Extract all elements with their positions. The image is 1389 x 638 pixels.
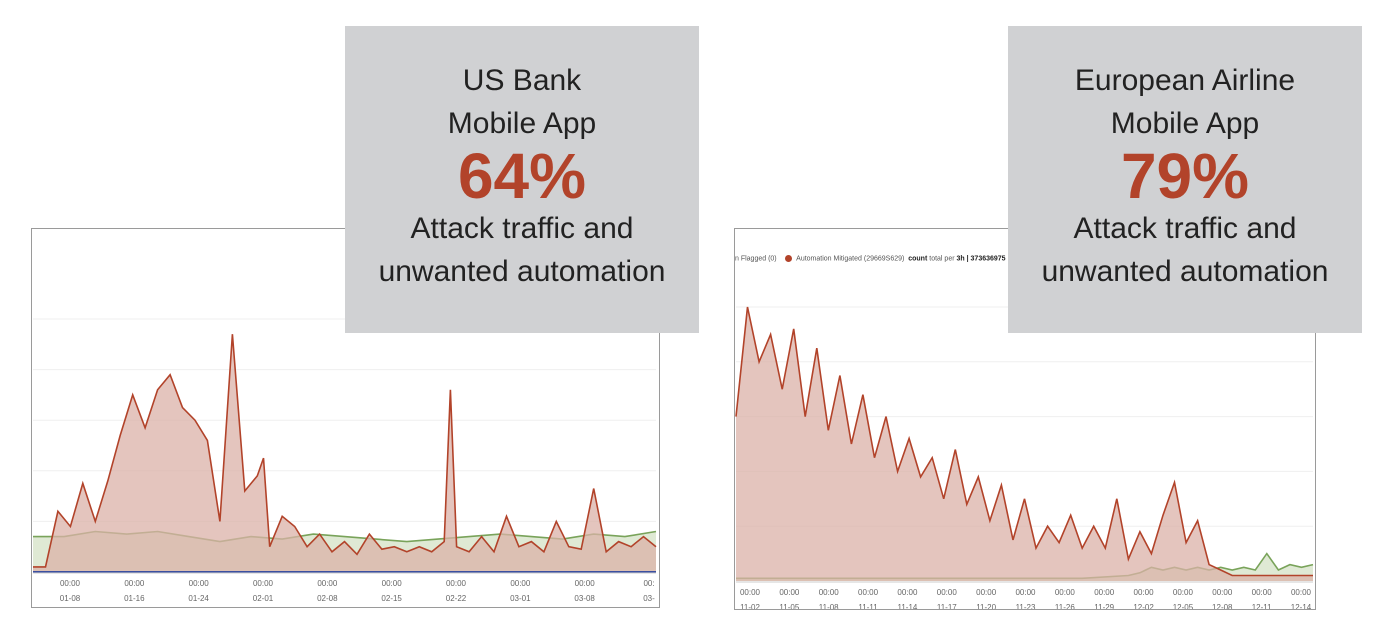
x-tick-date-label: 11-11 bbox=[858, 603, 878, 609]
legend-total-value: | 373636975 bbox=[966, 255, 1006, 263]
x-tick-date-label: 11-26 bbox=[1055, 603, 1075, 609]
us-bank-traffic-chart: 00:00 01-08 00:00 01-16 00:00 01-24 00:00 02-01… bbox=[33, 318, 657, 603]
x-tick-date-label: 11-20 bbox=[976, 603, 996, 609]
x-tick-time-label: 00:00 bbox=[124, 579, 145, 588]
x-tick-date-label: 11-08 bbox=[819, 603, 839, 609]
legend-total-text: total per bbox=[929, 255, 955, 263]
airline-traffic-chart: 00:00 11-02 00:00 11-05 00:00 11-08 00:00 11-11… bbox=[735, 306, 1314, 609]
callout-desc-line1: Attack traffic and bbox=[410, 212, 634, 245]
x-tick-date-label: 11-14 bbox=[897, 603, 917, 609]
attack-series-line bbox=[735, 306, 1313, 577]
airline-chart-legend: n Flagged (0) Automation Mitigated (2966… bbox=[735, 255, 1006, 262]
x-tick-time-label: 00:00 bbox=[1212, 588, 1233, 597]
legend-mitigated-label: Automation Mitigated (29669S629) bbox=[796, 255, 905, 263]
x-tick-time-label: 00:00 bbox=[858, 588, 879, 597]
x-tick-date-label: 02-15 bbox=[381, 594, 402, 603]
x-tick-time-label: 00:00 bbox=[382, 579, 403, 588]
x-tick-time-label: 00:00 bbox=[1134, 588, 1155, 597]
x-tick-time-label: 00:00 bbox=[779, 588, 800, 597]
callout-title-line2: Mobile App bbox=[447, 107, 597, 140]
legend-interval: 3h bbox=[956, 255, 965, 263]
x-tick-date-label: 02-22 bbox=[446, 594, 467, 603]
x-tick-date-label: 03-01 bbox=[510, 594, 531, 603]
x-tick-date-label: 02-01 bbox=[253, 594, 274, 603]
x-tick-date-label: 03- bbox=[643, 594, 655, 603]
x-tick-date-label: 12-02 bbox=[1133, 603, 1154, 609]
callout-desc-line2: unwanted automation bbox=[378, 255, 666, 288]
x-tick-time-label: 00:00 bbox=[189, 579, 210, 588]
x-tick-date-label: 12-08 bbox=[1212, 603, 1233, 609]
x-tick-date-label: 11-02 bbox=[740, 603, 760, 609]
attack-series-area bbox=[33, 334, 656, 572]
x-tick-date-label: 02-08 bbox=[317, 594, 338, 603]
x-tick-date-label: 11-29 bbox=[1094, 603, 1114, 609]
callout-title-line1: US Bank bbox=[462, 64, 582, 97]
legend-attack-dot-icon bbox=[784, 255, 792, 262]
x-tick-time-label: 00:00 bbox=[253, 579, 274, 588]
x-tick-time-label: 00:00 bbox=[1055, 588, 1076, 597]
x-tick-date-label: 01-08 bbox=[60, 594, 81, 603]
callout-percent: 64% bbox=[457, 140, 587, 212]
legend-flagged-label: n Flagged (0) bbox=[735, 255, 777, 263]
callout-title-line2: Mobile App bbox=[1110, 107, 1260, 140]
us-bank-callout: US Bank Mobile App 64% Attack traffic an… bbox=[345, 26, 699, 333]
x-tick-time-label: 00:00 bbox=[575, 579, 596, 588]
callout-desc-line1: Attack traffic and bbox=[1073, 212, 1297, 245]
x-tick-date-label: 01-16 bbox=[124, 594, 145, 603]
x-tick-date-label: 12-05 bbox=[1173, 603, 1194, 609]
callout-percent: 79% bbox=[1120, 140, 1250, 212]
x-tick-time-label: 00:00 bbox=[740, 588, 761, 597]
x-tick-date-label: 11-23 bbox=[1016, 603, 1036, 609]
x-tick-time-label: 00:00 bbox=[1252, 588, 1273, 597]
attack-series-area bbox=[736, 307, 1313, 581]
x-tick-time-label: 00:00 bbox=[1015, 588, 1036, 597]
x-tick-date-label: 03-08 bbox=[574, 594, 595, 603]
x-tick-time-label: 00:00 bbox=[819, 588, 840, 597]
callout-title-line1: European Airline bbox=[1074, 64, 1296, 97]
x-tick-date-label: 01-24 bbox=[188, 594, 209, 603]
airline-callout: European Airline Mobile App 79% Attack t… bbox=[1008, 26, 1362, 333]
x-tick-time-label: 00:00 bbox=[60, 579, 81, 588]
x-tick-time-label: 00:00 bbox=[937, 588, 958, 597]
x-tick-date-label: 12-11 bbox=[1252, 603, 1272, 609]
x-tick-date-label: 11-17 bbox=[937, 603, 957, 609]
x-tick-time-label: 00:00 bbox=[1291, 588, 1312, 597]
x-tick-time-label: 00:00 bbox=[446, 579, 467, 588]
x-tick-time-label: 00:00 bbox=[510, 579, 531, 588]
legend-count-label: count bbox=[908, 255, 928, 263]
x-tick-time-label: 00:00 bbox=[897, 588, 918, 597]
x-tick-time-label: 00:00 bbox=[976, 588, 997, 597]
x-tick-time-label: 00:00 bbox=[1173, 588, 1194, 597]
x-tick-time-label: 00: bbox=[643, 579, 654, 588]
x-tick-time-label: 00:00 bbox=[317, 579, 338, 588]
x-tick-date-label: 12-14 bbox=[1291, 603, 1312, 609]
attack-series-line bbox=[33, 334, 657, 568]
callout-desc-line2: unwanted automation bbox=[1041, 255, 1329, 288]
x-tick-time-label: 00:00 bbox=[1094, 588, 1115, 597]
x-tick-date-label: 11-05 bbox=[779, 603, 799, 609]
